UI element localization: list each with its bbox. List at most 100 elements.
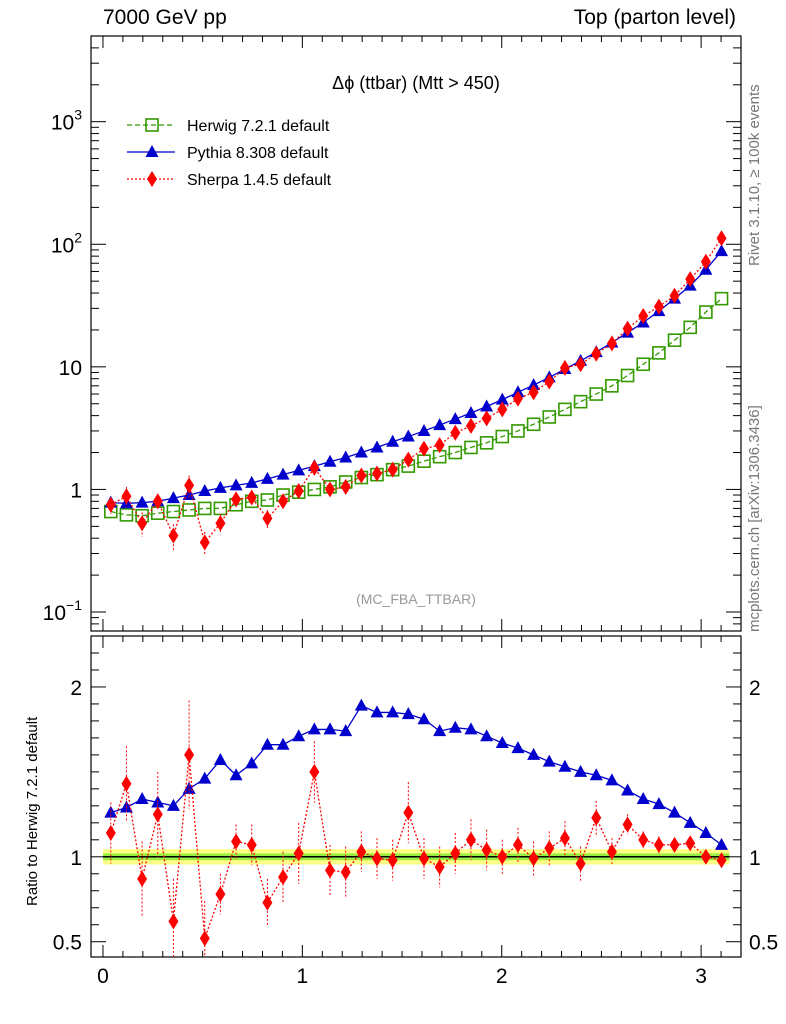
- data-point: [197, 501, 212, 516]
- x-tick-label: 1: [297, 965, 309, 988]
- ratio-data-point: [199, 930, 210, 947]
- data-point: [464, 440, 478, 455]
- ratio-data-point: [497, 848, 508, 865]
- data-point: [715, 244, 729, 257]
- ratio-data-point: [215, 886, 226, 903]
- data-point: [526, 417, 541, 432]
- data-point: [135, 495, 149, 508]
- ratio-data-point: [198, 771, 212, 784]
- y-tick-label: 102: [51, 229, 82, 257]
- x-tick-label: 0: [97, 965, 109, 988]
- data-point: [401, 429, 415, 442]
- data-point: [166, 504, 181, 519]
- ratio-data-point: [356, 843, 367, 860]
- data-point: [307, 482, 322, 497]
- data-point: [448, 412, 462, 425]
- ratio-data-point: [433, 724, 447, 737]
- ratio-data-point: [683, 815, 697, 828]
- ratio-data-point: [152, 806, 163, 823]
- ratio-data-point: [450, 845, 461, 862]
- data-point: [636, 357, 651, 372]
- ratio-series-line: [110, 754, 722, 939]
- main-frame: [90, 35, 742, 632]
- legend-marker: [145, 118, 159, 132]
- ratio-y-tick-label-right: 0.5: [749, 932, 778, 955]
- data-point: [166, 491, 180, 504]
- header-left-label: 7000 GeV pp: [103, 6, 227, 29]
- legend-marker: [145, 145, 159, 157]
- ratio-data-point: [606, 843, 617, 860]
- ratio-data-point: [636, 792, 650, 805]
- data-point: [262, 510, 273, 527]
- ratio-data-point: [403, 804, 414, 821]
- data-point: [260, 471, 274, 484]
- data-point: [356, 467, 367, 484]
- ratio-data-point: [418, 850, 429, 867]
- ratio-data-point: [715, 837, 729, 850]
- legend-label: Sherpa 1.4.5 default: [187, 172, 332, 189]
- data-point: [168, 527, 179, 544]
- ratio-data-point: [245, 756, 259, 769]
- series-line: [110, 250, 723, 504]
- ratio-data-point: [700, 848, 711, 865]
- ratio-data-point: [307, 722, 321, 735]
- ratio-series-1: [105, 700, 727, 957]
- data-point: [417, 454, 431, 468]
- ratio-data-point: [448, 720, 462, 733]
- analysis-watermark: (MC_FBA_TTBAR): [356, 591, 476, 607]
- data-point: [213, 480, 227, 493]
- ratio-data-point: [558, 759, 572, 772]
- data-point: [370, 440, 384, 453]
- data-point: [558, 402, 572, 417]
- y-tick-label: 10−1: [43, 597, 83, 625]
- ratio-data-point: [260, 737, 274, 750]
- data-point: [292, 463, 306, 476]
- ratio-data-point: [559, 830, 570, 847]
- ratio-data-point: [591, 809, 602, 826]
- data-point: [119, 508, 134, 522]
- data-point: [589, 387, 604, 401]
- ratio-frame: [90, 635, 742, 958]
- data-point: [573, 394, 588, 409]
- ratio-series-line: [110, 704, 722, 846]
- data-point: [480, 399, 494, 412]
- ratio-data-point: [184, 746, 195, 763]
- ratio-data-point: [276, 737, 290, 750]
- series-2: [105, 230, 727, 556]
- data-point: [559, 359, 570, 376]
- series-line: [110, 237, 723, 544]
- data-point: [700, 253, 711, 270]
- ratio-data-point: [309, 763, 320, 780]
- data-point: [137, 515, 148, 532]
- data-point: [278, 493, 289, 510]
- data-point: [372, 465, 382, 482]
- ratio-y-tick-label: 2: [70, 677, 82, 700]
- ratio-data-point: [121, 775, 132, 792]
- series-line: [110, 298, 722, 517]
- ratio-data-point: [669, 836, 680, 853]
- ratio-data-point: [527, 747, 541, 760]
- ratio-data-point: [339, 724, 353, 737]
- ratio-data-point: [621, 783, 635, 796]
- data-point: [575, 356, 586, 373]
- ratio-data-point: [699, 826, 713, 839]
- ratio-data-point: [638, 831, 649, 848]
- data-point: [479, 436, 494, 450]
- series-0: [103, 291, 729, 523]
- legend-marker: [147, 171, 157, 187]
- ratio-data-point: [622, 816, 633, 833]
- series-1: [104, 244, 729, 509]
- data-point: [495, 429, 510, 444]
- ratio-data-point: [372, 850, 382, 867]
- ratio-data-point: [354, 698, 368, 711]
- plot-title: Δϕ (ttbar) (Mtt > 450): [332, 73, 500, 93]
- data-point: [418, 440, 429, 457]
- ratio-data-point: [481, 842, 492, 858]
- data-point: [387, 461, 398, 478]
- data-point: [606, 335, 617, 352]
- y-tick-label: 1: [70, 479, 82, 502]
- data-point: [699, 305, 713, 319]
- data-point: [215, 515, 226, 532]
- ratio-data-point: [653, 836, 664, 853]
